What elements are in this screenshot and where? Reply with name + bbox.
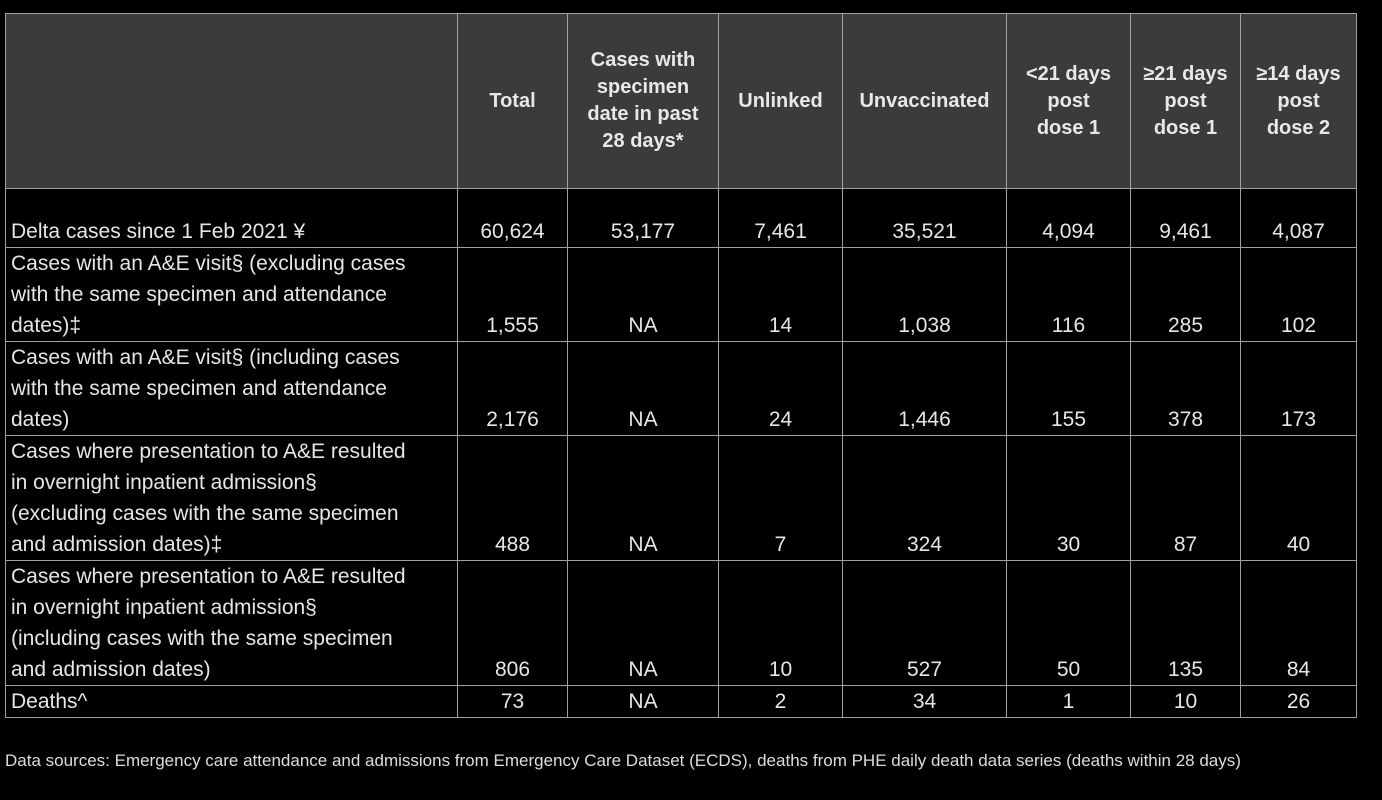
header-line: dose 1 bbox=[1153, 116, 1218, 139]
header-line: dose 2 bbox=[1266, 116, 1331, 139]
value-cell: 285 bbox=[1130, 247, 1241, 342]
header-line: Total bbox=[489, 89, 536, 112]
header-line: ≥14 days bbox=[1256, 62, 1341, 85]
label-line: in overnight inpatient admission§ bbox=[11, 471, 317, 494]
column-header: ≥21 days post dose 1 bbox=[1130, 13, 1241, 189]
value-cell: 60,624 bbox=[457, 188, 568, 248]
header-line: post bbox=[1277, 89, 1320, 112]
value-cell: 116 bbox=[1006, 247, 1131, 342]
value-cell: 10 bbox=[1130, 685, 1241, 718]
header-line: dose 1 bbox=[1036, 116, 1101, 139]
table-row: Cases with an A&E visit§ (including case… bbox=[5, 341, 1357, 436]
value-cell: 4,094 bbox=[1006, 188, 1131, 248]
value-cell: NA bbox=[567, 685, 719, 718]
row-label: Cases with an A&E visit§ (including case… bbox=[5, 341, 458, 436]
value-cell: 1 bbox=[1006, 685, 1131, 718]
table-row: Cases with an A&E visit§ (excluding case… bbox=[5, 247, 1357, 342]
value-cell: 2 bbox=[718, 685, 843, 718]
value-cell: 10 bbox=[718, 560, 843, 686]
value-cell: 135 bbox=[1130, 560, 1241, 686]
table-row: Cases where presentation to A&E resulted… bbox=[5, 560, 1357, 686]
table-row: Deaths^ 73 NA 2 34 1 10 26 bbox=[5, 685, 1357, 718]
column-header: Unvaccinated bbox=[842, 13, 1007, 189]
header-line: Unvaccinated bbox=[859, 89, 990, 112]
row-label: Deaths^ bbox=[5, 685, 458, 718]
value-cell: 324 bbox=[842, 435, 1007, 561]
row-label: Cases where presentation to A&E resulted… bbox=[5, 435, 458, 561]
label-line: and admission dates) bbox=[11, 658, 211, 681]
value-cell: 102 bbox=[1240, 247, 1357, 342]
header-line: specimen bbox=[596, 76, 690, 98]
label-line: in overnight inpatient admission§ bbox=[11, 596, 317, 619]
table-row: Delta cases since 1 Feb 2021 ¥ 60,624 53,1… bbox=[5, 188, 1357, 248]
footnote: Data sources: Emergency care attendance … bbox=[5, 751, 1241, 770]
column-header: Unlinked bbox=[718, 13, 843, 189]
table-row: Cases where presentation to A&E resulted… bbox=[5, 435, 1357, 561]
label-line: dates)‡ bbox=[11, 314, 82, 337]
value-cell: 50 bbox=[1006, 560, 1131, 686]
column-header: <21 days post dose 1 bbox=[1006, 13, 1131, 189]
label-line: (excluding cases with the same specimen bbox=[11, 502, 399, 525]
row-label: Delta cases since 1 Feb 2021 ¥ bbox=[5, 188, 458, 248]
value-cell: 7,461 bbox=[718, 188, 843, 248]
value-cell: 7 bbox=[718, 435, 843, 561]
header-line: <21 days bbox=[1025, 62, 1112, 85]
label-line: with the same specimen and attendance bbox=[11, 377, 387, 400]
value-cell: 1,038 bbox=[842, 247, 1007, 342]
value-cell: 155 bbox=[1006, 341, 1131, 436]
value-cell: 1,446 bbox=[842, 341, 1007, 436]
column-header: Cases with specimen date in past 28 days* bbox=[567, 13, 719, 189]
value-cell: 527 bbox=[842, 560, 1007, 686]
label-line: and admission dates)‡ bbox=[11, 533, 223, 556]
value-cell: NA bbox=[567, 435, 719, 561]
value-cell: 1,555 bbox=[457, 247, 568, 342]
label-line: dates) bbox=[11, 408, 70, 431]
value-cell: 87 bbox=[1130, 435, 1241, 561]
value-cell: 14 bbox=[718, 247, 843, 342]
value-cell: 806 bbox=[457, 560, 568, 686]
header-row: Total Cases with specimen date in past 28 da… bbox=[5, 13, 1357, 189]
row-label: Cases where presentation to A&E resulted… bbox=[5, 560, 458, 686]
data-table: Total Cases with specimen date in past 28 da… bbox=[5, 13, 1357, 718]
value-cell: NA bbox=[567, 247, 719, 342]
value-cell: 9,461 bbox=[1130, 188, 1241, 248]
value-cell: 34 bbox=[842, 685, 1007, 718]
corner-cell bbox=[5, 13, 458, 189]
value-cell: 53,177 bbox=[567, 188, 719, 248]
value-cell: 173 bbox=[1240, 341, 1357, 436]
label-line: Delta cases since 1 Feb 2021 ¥ bbox=[11, 220, 306, 243]
value-cell: 488 bbox=[457, 435, 568, 561]
label-line: Cases with an A&E visit§ (including case… bbox=[11, 346, 400, 369]
value-cell: 35,521 bbox=[842, 188, 1007, 248]
header-line: post bbox=[1047, 89, 1090, 112]
value-cell: 30 bbox=[1006, 435, 1131, 561]
value-cell: 40 bbox=[1240, 435, 1357, 561]
header-line: Cases with bbox=[590, 49, 696, 71]
row-label: Cases with an A&E visit§ (excluding case… bbox=[5, 247, 458, 342]
value-cell: 73 bbox=[457, 685, 568, 718]
label-line: (including cases with the same specimen bbox=[11, 627, 393, 650]
value-cell: NA bbox=[567, 341, 719, 436]
value-cell: 378 bbox=[1130, 341, 1241, 436]
value-cell: 84 bbox=[1240, 560, 1357, 686]
header-line: 28 days* bbox=[602, 130, 684, 152]
header-line: Unlinked bbox=[738, 89, 823, 112]
value-cell: NA bbox=[567, 560, 719, 686]
column-header: ≥14 days post dose 2 bbox=[1240, 13, 1357, 189]
column-header: Total bbox=[457, 13, 568, 189]
label-line: Cases where presentation to A&E resulted bbox=[11, 440, 406, 463]
header-line: ≥21 days bbox=[1143, 62, 1228, 85]
label-line: with the same specimen and attendance bbox=[11, 283, 387, 306]
value-cell: 4,087 bbox=[1240, 188, 1357, 248]
value-cell: 24 bbox=[718, 341, 843, 436]
label-line: Deaths^ bbox=[11, 690, 88, 713]
value-cell: 2,176 bbox=[457, 341, 568, 436]
header-line: post bbox=[1164, 89, 1207, 112]
header-line: date in past bbox=[587, 103, 699, 125]
value-cell: 26 bbox=[1240, 685, 1357, 718]
label-line: Cases where presentation to A&E resulted bbox=[11, 565, 406, 588]
label-line: Cases with an A&E visit§ (excluding case… bbox=[11, 252, 406, 275]
